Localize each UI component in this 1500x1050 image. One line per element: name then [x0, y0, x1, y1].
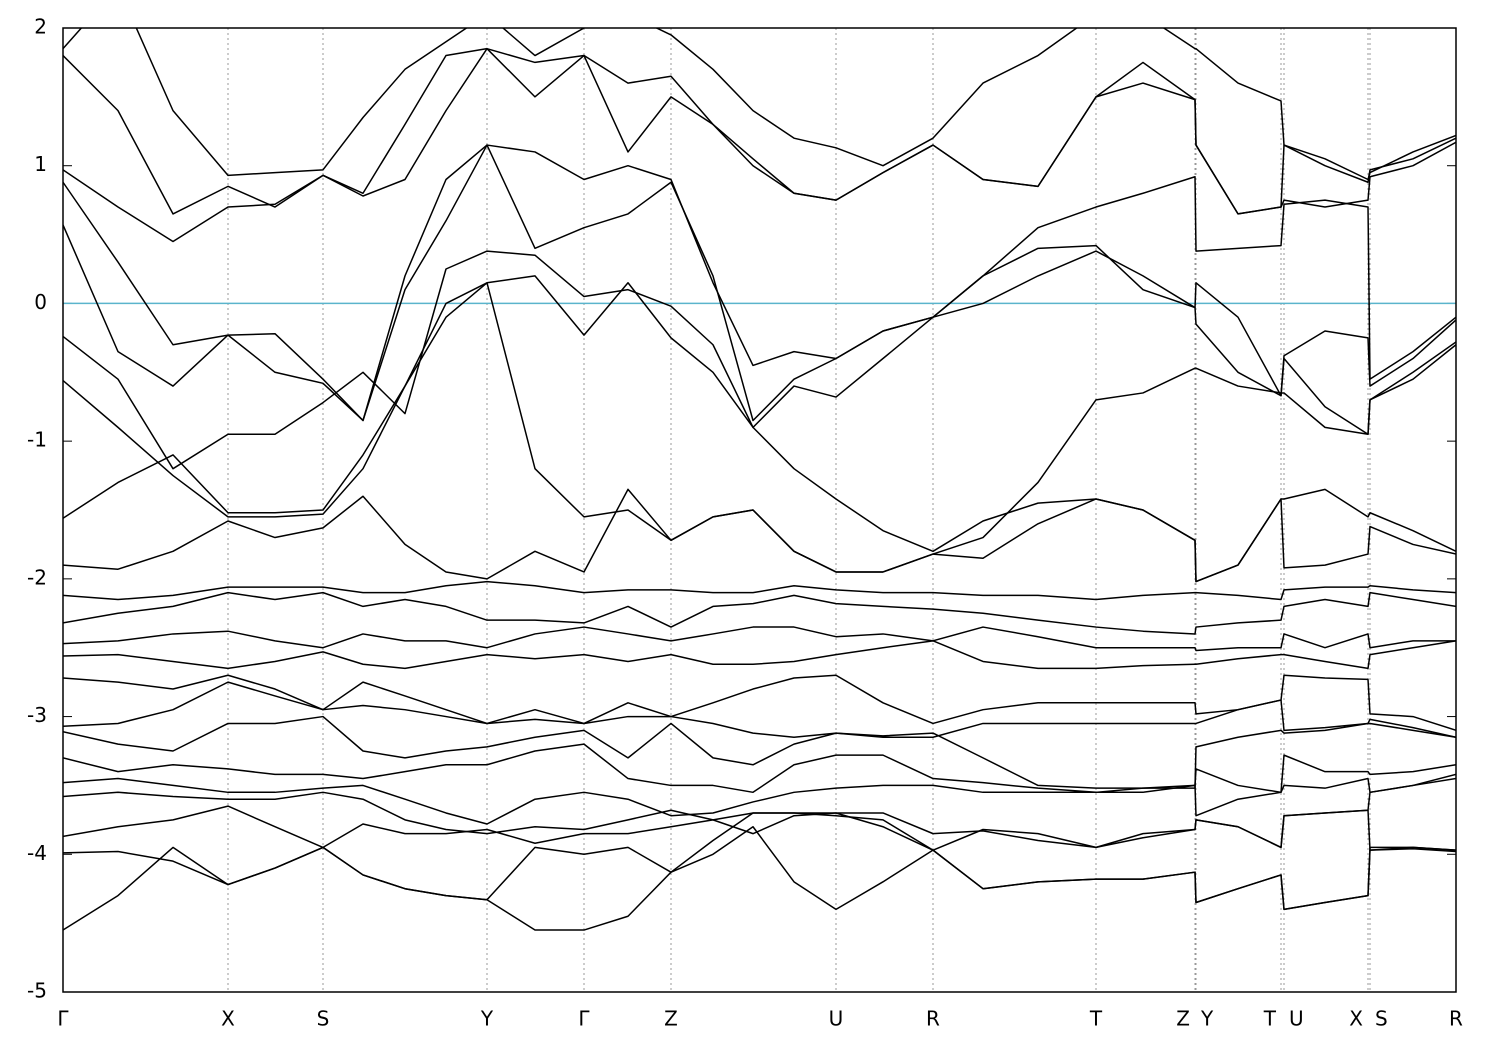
x-tick-label: X [221, 1007, 235, 1031]
x-tick-label: T [1089, 1007, 1103, 1031]
x-tick-label: U [1289, 1007, 1304, 1031]
band-line [63, 144, 1456, 422]
x-tick-label: Z [1176, 1007, 1190, 1031]
y-tick-label: 1 [34, 152, 47, 176]
x-tick-label: S [317, 1007, 330, 1031]
band-line [63, 144, 1456, 422]
band-line [63, 825, 1456, 911]
x-tick-label: S [1375, 1007, 1388, 1031]
band-line [63, 809, 1456, 931]
x-tick-label: Γ [578, 1007, 590, 1031]
y-tick-label: -1 [27, 428, 47, 452]
band-line [63, 275, 1456, 583]
y-tick-label: -5 [27, 979, 47, 1003]
band-line [63, 28, 1456, 181]
band-line [63, 250, 1456, 470]
band-line [63, 47, 1456, 215]
y-tick-label: -4 [27, 841, 47, 865]
band-line [63, 640, 1456, 670]
bands [63, 28, 1456, 931]
x-tick-label: Y [480, 1007, 494, 1031]
band-line [63, 674, 1456, 732]
y-tick-label: -3 [27, 703, 47, 727]
band-line [63, 805, 1456, 911]
band-line [63, 47, 1456, 243]
band-line [63, 626, 1456, 652]
y-tick-label: 0 [34, 290, 47, 314]
band-line [63, 591, 1456, 635]
band-line [63, 777, 1456, 825]
band-line [63, 743, 1456, 794]
x-tick-label: T [1263, 1007, 1277, 1031]
x-tick-label: Z [664, 1007, 678, 1031]
band-line [63, 715, 1456, 789]
band-line [63, 282, 1456, 573]
band-line [63, 580, 1456, 601]
x-tick-label: R [1449, 1007, 1463, 1031]
x-tick-label: Y [1200, 1007, 1214, 1031]
x-tick-label: Γ [57, 1007, 69, 1031]
x-tick-label: X [1349, 1007, 1363, 1031]
plot-frame [62, 27, 1457, 993]
band-line [63, 681, 1456, 738]
band-line [63, 488, 1456, 583]
x-tick-label: R [926, 1007, 940, 1031]
y-tick-label: -2 [27, 565, 47, 589]
y-tick-label: 2 [34, 15, 47, 39]
x-tick-label: U [829, 1007, 844, 1031]
